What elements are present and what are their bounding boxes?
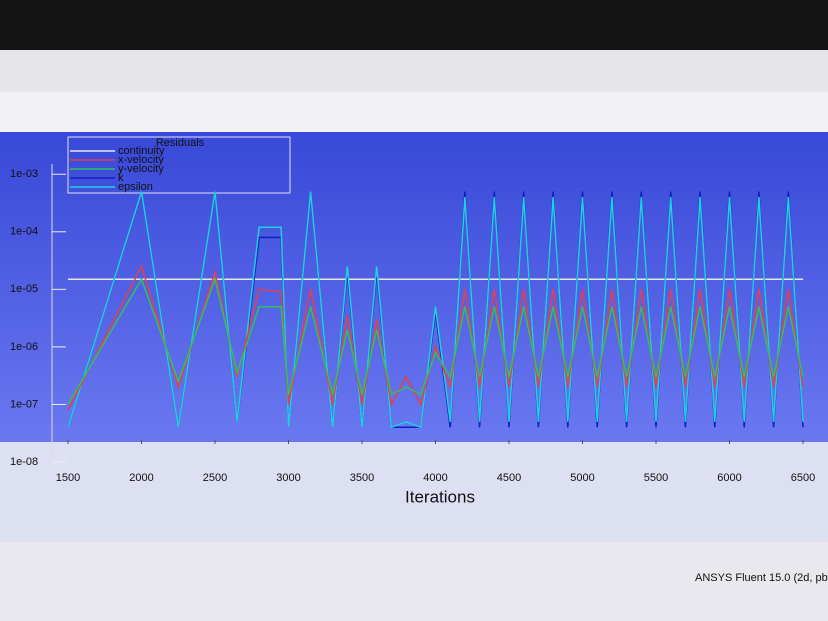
x-tick-label: 6500 xyxy=(791,472,815,484)
legend-label: epsilon xyxy=(118,181,153,193)
legend-label: y-velocity xyxy=(118,163,164,175)
x-axis-label: Iterations xyxy=(405,487,475,506)
legend-label: k xyxy=(118,172,124,184)
legend-box xyxy=(67,136,291,194)
status-bar xyxy=(0,542,828,621)
y-tick-label: 1e-03 xyxy=(10,168,38,180)
y-tick-label: 1e-07 xyxy=(10,398,38,410)
y-tick-label: 1e-06 xyxy=(10,341,38,353)
toolbar xyxy=(0,50,828,92)
x-tick-label: 4500 xyxy=(497,472,521,484)
x-tick-label: 2500 xyxy=(203,472,227,484)
status-text: ANSYS Fluent 15.0 (2d, pbn xyxy=(695,572,828,584)
plot-background xyxy=(0,132,828,442)
x-tick-label: 5500 xyxy=(644,472,668,484)
x-tick-label: 3500 xyxy=(350,472,374,484)
x-tick-label: 6000 xyxy=(717,472,741,484)
axis-area xyxy=(0,442,828,542)
x-tick-label: 3000 xyxy=(276,472,300,484)
legend-label: x-velocity xyxy=(118,154,164,166)
x-tick-label: 1500 xyxy=(56,472,80,484)
legend-title: Residuals xyxy=(156,137,205,149)
x-tick-label: 2000 xyxy=(129,472,153,484)
x-tick-label: 4000 xyxy=(423,472,447,484)
x-tick-label: 5000 xyxy=(570,472,594,484)
y-tick-label: 1e-05 xyxy=(10,283,38,295)
bezel xyxy=(0,0,828,50)
header-area xyxy=(0,92,828,132)
series-line xyxy=(67,276,804,405)
legend-label: continuity xyxy=(118,145,165,157)
y-tick-label: 1e-08 xyxy=(10,456,38,468)
y-tick-label: 1e-04 xyxy=(10,226,38,238)
